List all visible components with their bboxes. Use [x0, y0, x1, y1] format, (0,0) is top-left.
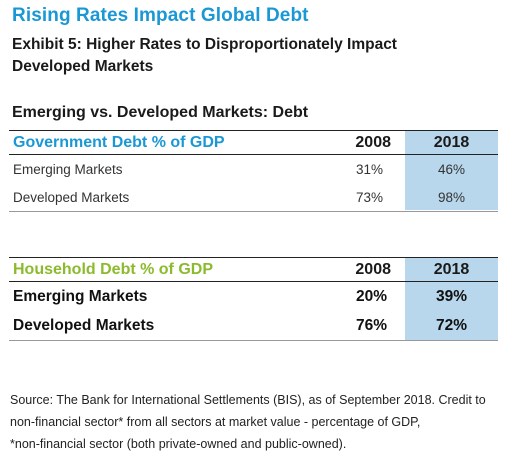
row-label: Emerging Markets — [13, 161, 123, 177]
table-row: Developed Markets 76% 72% — [9, 311, 498, 341]
value-2018: 98% — [437, 189, 466, 205]
table-row: Emerging Markets 20% 39% — [9, 282, 498, 311]
hh-2018-highlight — [405, 257, 498, 341]
value-2008: 20% — [355, 287, 387, 305]
table-title: Emerging vs. Developed Markets: Debt — [12, 104, 309, 121]
col-header-2008: 2008 — [355, 260, 391, 278]
col-header-2018: 2018 — [433, 260, 470, 278]
value-2018: 46% — [437, 161, 466, 177]
value-2018: 72% — [435, 316, 468, 334]
col-header-2018: 2018 — [433, 133, 470, 151]
row-label: Developed Markets — [13, 189, 130, 205]
table-header-row: Household Debt % of GDP 2008 2018 — [9, 257, 498, 282]
source-note: Source: The Bank for International Settl… — [10, 389, 510, 455]
table-row: Developed Markets 73% 98% — [9, 183, 498, 212]
value-2018: 39% — [435, 287, 468, 305]
row-label: Emerging Markets — [13, 287, 148, 305]
household-debt-table: Household Debt % of GDP 2008 2018 Emergi… — [9, 257, 498, 341]
source-line: Source: The Bank for International Settl… — [10, 393, 486, 407]
government-debt-table: Government Debt % of GDP 2008 2018 Emerg… — [9, 130, 498, 212]
value-2008: 31% — [355, 161, 383, 177]
gov-header-label: Government Debt % of GDP — [13, 133, 225, 151]
col-header-2008: 2008 — [355, 133, 391, 151]
gov-2018-highlight — [405, 130, 498, 210]
table-header-row: Government Debt % of GDP 2008 2018 — [9, 130, 498, 155]
hh-header-label: Household Debt % of GDP — [13, 260, 213, 278]
value-2008: 76% — [355, 316, 387, 334]
source-line: non-financial sector* from all sectors a… — [10, 415, 421, 429]
exhibit-subtitle: Exhibit 5: Higher Rates to Disproportion… — [12, 36, 397, 75]
page-title: Rising Rates Impact Global Debt — [12, 5, 309, 26]
row-label: Developed Markets — [13, 316, 155, 334]
value-2008: 73% — [355, 189, 383, 205]
source-line: *non-financial sector (both private-owne… — [10, 437, 347, 451]
table-row: Emerging Markets 31% 46% — [9, 155, 498, 183]
